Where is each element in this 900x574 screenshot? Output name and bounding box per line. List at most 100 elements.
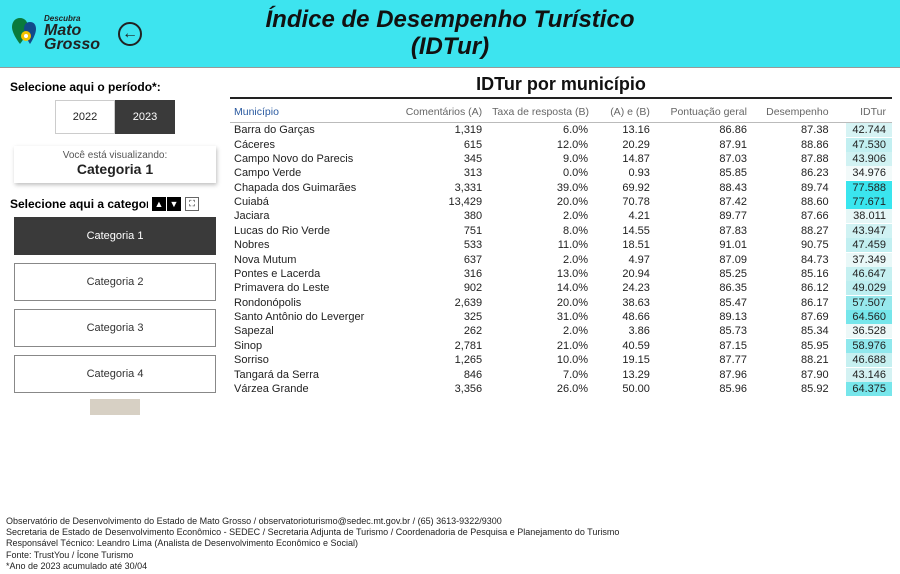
table-row[interactable]: Chapada dos Guimarães3,33139.0%69.9288.4… — [230, 181, 892, 195]
category-2-button[interactable]: Categoria 2 — [14, 263, 216, 301]
cell-idtur: 43.146 — [835, 367, 892, 381]
table-row[interactable]: Várzea Grande3,35626.0%50.0085.9685.9264… — [230, 382, 892, 396]
cell-municipio: Sapezal — [230, 324, 398, 338]
table-row[interactable]: Sinop2,78121.0%40.5987.1585.9558.976 — [230, 339, 892, 353]
cell-pontuacao: 86.86 — [656, 123, 753, 138]
viewing-value: Categoria 1 — [20, 161, 210, 177]
back-button[interactable]: ← — [118, 22, 142, 46]
table-row[interactable]: Tangará da Serra8467.0%13.2987.9687.9043… — [230, 367, 892, 381]
cell-taxa: 13.0% — [488, 267, 594, 281]
cell-idtur: 77.588 — [835, 181, 892, 195]
cell-pontuacao: 87.96 — [656, 367, 753, 381]
table-row[interactable]: Sapezal2622.0%3.8685.7385.3436.528 — [230, 324, 892, 338]
cell-pontuacao: 89.13 — [656, 310, 753, 324]
cell-municipio: Nova Mutum — [230, 252, 398, 266]
cell-idtur: 47.530 — [835, 137, 892, 151]
cell-desempenho: 86.12 — [753, 281, 835, 295]
category-4-button[interactable]: Categoria 4 — [14, 355, 216, 393]
cell-municipio: Sorriso — [230, 353, 398, 367]
table-row[interactable]: Nobres53311.0%18.5191.0190.7547.459 — [230, 238, 892, 252]
col-taxa[interactable]: Taxa de resposta (B) — [488, 103, 594, 123]
table-row[interactable]: Cáceres61512.0%20.2987.9188.8647.530 — [230, 137, 892, 151]
cell-idtur: 64.560 — [835, 310, 892, 324]
cell-pontuacao: 85.96 — [656, 382, 753, 396]
cell-idtur: 46.688 — [835, 353, 892, 367]
cell-municipio: Nobres — [230, 238, 398, 252]
cell-ab: 70.78 — [594, 195, 656, 209]
cell-taxa: 39.0% — [488, 181, 594, 195]
cell-municipio: Várzea Grande — [230, 382, 398, 396]
cell-idtur: 34.976 — [835, 166, 892, 180]
col-ab[interactable]: (A) e (B) — [594, 103, 656, 123]
period-2023-button[interactable]: 2023 — [115, 100, 175, 134]
cell-pontuacao: 87.77 — [656, 353, 753, 367]
cell-pontuacao: 85.73 — [656, 324, 753, 338]
table-title: IDTur por município — [230, 74, 892, 95]
cell-comentarios: 13,429 — [398, 195, 488, 209]
cell-idtur: 64.375 — [835, 382, 892, 396]
table-row[interactable]: Primavera do Leste90214.0%24.2386.3586.1… — [230, 281, 892, 295]
cell-idtur: 36.528 — [835, 324, 892, 338]
cell-ab: 40.59 — [594, 339, 656, 353]
table-row[interactable]: Campo Verde3130.0%0.9385.8586.2334.976 — [230, 166, 892, 180]
cell-municipio: Jaciara — [230, 209, 398, 223]
cell-ab: 0.93 — [594, 166, 656, 180]
cell-taxa: 11.0% — [488, 238, 594, 252]
cell-idtur: 42.744 — [835, 123, 892, 138]
table-row[interactable]: Sorriso1,26510.0%19.1587.7788.2146.688 — [230, 353, 892, 367]
cell-ab: 18.51 — [594, 238, 656, 252]
col-municipio[interactable]: Município — [230, 103, 398, 123]
cell-pontuacao: 87.91 — [656, 137, 753, 151]
focus-mode-button[interactable]: ⛶ — [185, 197, 199, 211]
cell-municipio: Cáceres — [230, 137, 398, 151]
cell-municipio: Santo Antônio do Leverger — [230, 310, 398, 324]
category-3-button[interactable]: Categoria 3 — [14, 309, 216, 347]
col-pontuacao[interactable]: Pontuação geral — [656, 103, 753, 123]
cell-municipio: Cuiabá — [230, 195, 398, 209]
cell-comentarios: 615 — [398, 137, 488, 151]
cell-pontuacao: 87.09 — [656, 252, 753, 266]
cell-comentarios: 316 — [398, 267, 488, 281]
cell-desempenho: 85.16 — [753, 267, 835, 281]
cell-idtur: 58.976 — [835, 339, 892, 353]
table-row[interactable]: Jaciara3802.0%4.2189.7787.6638.011 — [230, 209, 892, 223]
footer-line-5: *Ano de 2023 acumulado até 30/04 — [6, 561, 896, 572]
cell-comentarios: 3,356 — [398, 382, 488, 396]
table-row[interactable]: Rondonópolis2,63920.0%38.6385.4786.1757.… — [230, 296, 892, 310]
cell-desempenho: 87.38 — [753, 123, 835, 138]
cell-comentarios: 3,331 — [398, 181, 488, 195]
cell-ab: 38.63 — [594, 296, 656, 310]
logo: Descubra Mato Grosso — [0, 15, 100, 53]
cell-taxa: 2.0% — [488, 324, 594, 338]
table-row[interactable]: Barra do Garças1,3196.0%13.1686.8687.384… — [230, 123, 892, 138]
cell-taxa: 9.0% — [488, 152, 594, 166]
drill-down-button[interactable]: ▼ — [167, 197, 181, 211]
cell-comentarios: 902 — [398, 281, 488, 295]
cell-desempenho: 88.21 — [753, 353, 835, 367]
table-row[interactable]: Pontes e Lacerda31613.0%20.9485.2585.164… — [230, 267, 892, 281]
table-row[interactable]: Santo Antônio do Leverger32531.0%48.6689… — [230, 310, 892, 324]
table-row[interactable]: Nova Mutum6372.0%4.9787.0984.7337.349 — [230, 252, 892, 266]
cell-ab: 13.29 — [594, 367, 656, 381]
cell-ab: 19.15 — [594, 353, 656, 367]
cell-taxa: 8.0% — [488, 224, 594, 238]
col-comentarios[interactable]: Comentários (A) — [398, 103, 488, 123]
cell-pontuacao: 87.03 — [656, 152, 753, 166]
col-desempenho[interactable]: Desempenho — [753, 103, 835, 123]
focus-icon: ⛶ — [189, 199, 195, 209]
table-row[interactable]: Lucas do Rio Verde7518.0%14.5587.8388.27… — [230, 224, 892, 238]
cell-ab: 14.87 — [594, 152, 656, 166]
table-row[interactable]: Campo Novo do Parecis3459.0%14.8787.0387… — [230, 152, 892, 166]
cell-pontuacao: 87.83 — [656, 224, 753, 238]
category-1-button[interactable]: Categoria 1 — [14, 217, 216, 255]
cell-taxa: 21.0% — [488, 339, 594, 353]
table-row[interactable]: Cuiabá13,42920.0%70.7887.4288.6077.671 — [230, 195, 892, 209]
cell-municipio: Sinop — [230, 339, 398, 353]
cell-desempenho: 85.34 — [753, 324, 835, 338]
cell-ab: 13.16 — [594, 123, 656, 138]
col-idtur[interactable]: IDTur — [835, 103, 892, 123]
footer-line-3: Responsável Técnico: Leandro Lima (Anali… — [6, 538, 896, 549]
drill-up-button[interactable]: ▲ — [152, 197, 166, 211]
period-2022-button[interactable]: 2022 — [55, 100, 115, 134]
cell-taxa: 10.0% — [488, 353, 594, 367]
